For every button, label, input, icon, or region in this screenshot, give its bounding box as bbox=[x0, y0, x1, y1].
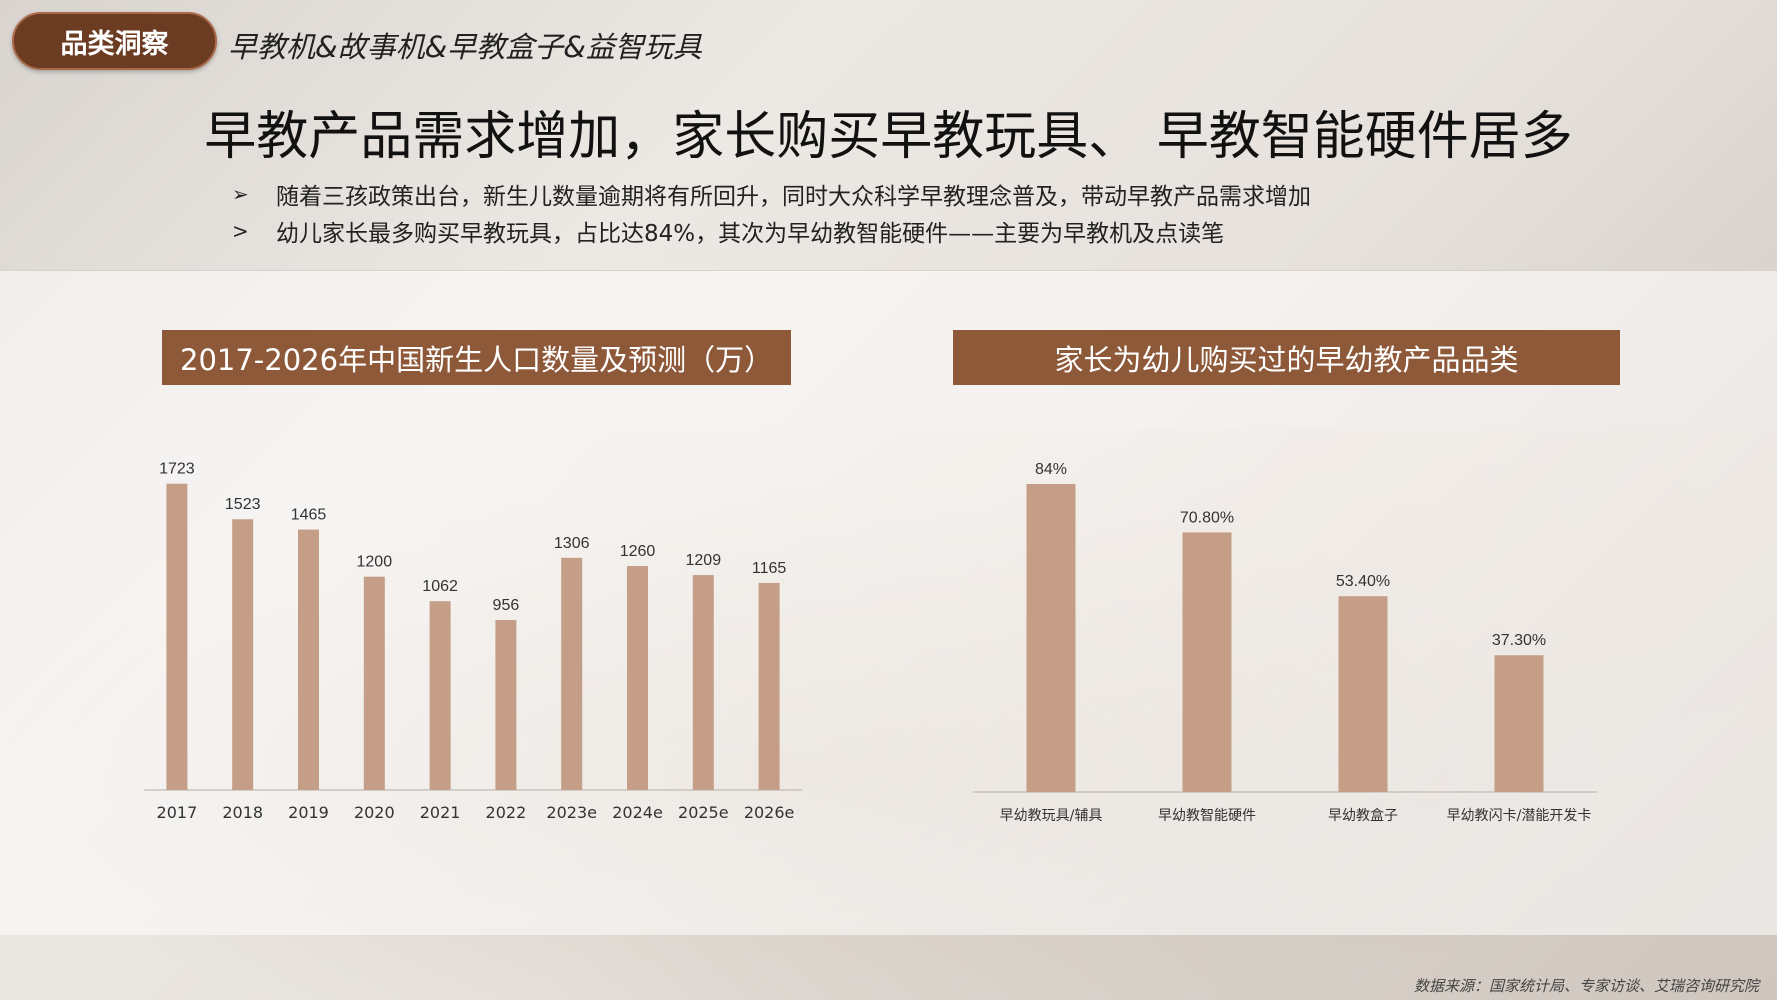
bar bbox=[627, 566, 648, 790]
arrow-bullet-icon: ➢ bbox=[232, 181, 249, 206]
product-category-chart: 84% 早幼教玩具/辅具 70.80% 早幼教智能硬件 53.40% 早幼教盒子 37.30… bbox=[973, 461, 1597, 824]
category-tick-label: 2026e bbox=[744, 803, 795, 822]
bar bbox=[758, 582, 780, 790]
data-label: 1465 bbox=[291, 507, 327, 524]
category-tick-label: 早幼教闪卡/潜能开发卡 bbox=[1447, 808, 1592, 824]
bar bbox=[298, 529, 319, 790]
bullet-text: 幼儿家长最多购买早教玩具，占比达84%，其次为早幼教智能硬件——主要为早教机及点… bbox=[276, 220, 1225, 247]
category-tick-label: 早幼教玩具/辅具 bbox=[1000, 808, 1103, 824]
birth-population-chart: 1723 2017 1523 2018 1465 2019 1200 2020 1062 2021… bbox=[144, 461, 802, 822]
category-tick-label: 2023e bbox=[546, 803, 597, 822]
data-label: 1165 bbox=[752, 560, 787, 577]
data-label: 1723 bbox=[159, 461, 195, 478]
category-tick-label: 2019 bbox=[288, 803, 329, 822]
category-tick-label: 2024e bbox=[612, 803, 663, 822]
bar bbox=[1494, 655, 1544, 792]
category-tick-label: 2020 bbox=[354, 803, 395, 822]
data-label: 1260 bbox=[620, 543, 656, 560]
data-label: 1209 bbox=[686, 552, 722, 569]
data-source-note: 数据来源：国家统计局、专家访谈、艾瑞咨询研究院 bbox=[1413, 977, 1759, 995]
category-tick-label: 2025e bbox=[678, 803, 729, 822]
bar bbox=[429, 601, 451, 790]
bar bbox=[1026, 484, 1076, 792]
category-tick-label: 2021 bbox=[420, 803, 461, 822]
data-label: 956 bbox=[493, 597, 520, 614]
bullet-item: ➢ 随着三孩政策出台，新生儿数量逾期将有所回升，同时大众科学早教理念普及，带动早… bbox=[232, 175, 1311, 212]
bar bbox=[495, 620, 517, 790]
bar bbox=[166, 483, 188, 790]
data-label: 1062 bbox=[422, 578, 458, 595]
bar bbox=[561, 557, 583, 790]
chevron-bullet-icon: > bbox=[232, 218, 249, 243]
category-tick-label: 早幼教智能硬件 bbox=[1158, 808, 1256, 824]
category-tick-label: 早幼教盒子 bbox=[1328, 807, 1398, 824]
bar bbox=[232, 519, 254, 790]
bullet-text: 随着三孩政策出台，新生儿数量逾期将有所回升，同时大众科学早教理念普及，带动早教产… bbox=[276, 183, 1311, 210]
page-subtitle: 早教机&故事机&早教盒子&益智玩具 bbox=[228, 30, 702, 64]
bullet-list: ➢ 随着三孩政策出台，新生儿数量逾期将有所回升，同时大众科学早教理念普及，带动早… bbox=[232, 175, 1311, 249]
category-tag: 品类洞察 bbox=[12, 12, 217, 70]
bullet-item: > 幼儿家长最多购买早教玩具，占比达84%，其次为早幼教智能硬件——主要为早教机… bbox=[232, 212, 1311, 249]
birth-chart-title: 2017-2026年中国新生人口数量及预测（万） bbox=[162, 330, 791, 385]
page-headline: 早教产品需求增加，家长购买早教玩具、 早教智能硬件居多 bbox=[204, 107, 1573, 167]
bar bbox=[1182, 532, 1232, 792]
bar bbox=[692, 575, 714, 790]
category-tick-label: 2017 bbox=[157, 803, 198, 822]
data-label: 53.40% bbox=[1336, 573, 1390, 590]
bar bbox=[363, 576, 385, 790]
bar bbox=[1338, 596, 1388, 792]
category-tick-label: 2022 bbox=[486, 803, 527, 822]
data-label: 84% bbox=[1035, 461, 1067, 478]
data-label: 70.80% bbox=[1180, 509, 1234, 526]
data-label: 1523 bbox=[225, 496, 261, 513]
category-tick-label: 2018 bbox=[222, 803, 263, 822]
data-label: 1306 bbox=[554, 535, 590, 552]
products-chart-title: 家长为幼儿购买过的早幼教产品品类 bbox=[953, 330, 1620, 385]
data-label: 1200 bbox=[357, 554, 393, 571]
data-label: 37.30% bbox=[1492, 632, 1546, 649]
